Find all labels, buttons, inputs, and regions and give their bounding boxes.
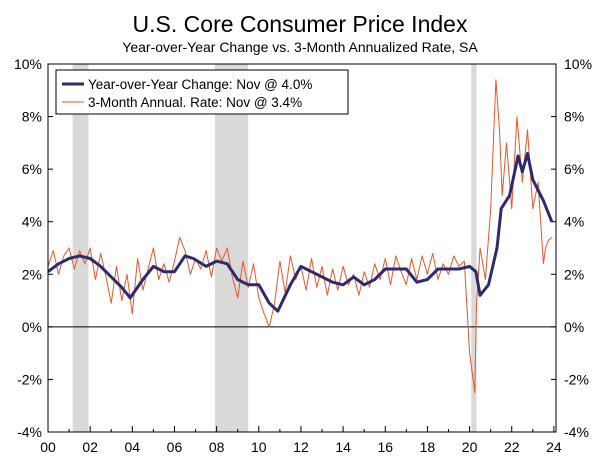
x-tick-label-10: 10 xyxy=(251,439,267,455)
y-tick-label-right-0: -4% xyxy=(564,424,589,440)
y-tick-label-left-0: -4% xyxy=(17,424,42,440)
x-tick-label-12: 12 xyxy=(293,439,309,455)
y-tick-label-left-7: 10% xyxy=(14,56,42,72)
x-tick-label-22: 22 xyxy=(504,439,520,455)
plot-area-frame xyxy=(47,63,557,433)
chart-title: U.S. Core Consumer Price Index xyxy=(133,11,468,37)
y-tick-label-left-2: 0% xyxy=(22,319,42,335)
x-tick-label-08: 08 xyxy=(209,439,225,455)
x-tick-label-02: 02 xyxy=(82,439,98,455)
x-tick-label-20: 20 xyxy=(462,439,478,455)
y-tick-label-left-5: 6% xyxy=(22,161,42,177)
legend-label-yoy: Year-over-Year Change: Nov @ 4.0% xyxy=(88,77,312,92)
series-lines xyxy=(47,79,554,394)
y-tick-label-right-7: 10% xyxy=(564,56,592,72)
y-tick-label-right-3: 2% xyxy=(564,266,584,282)
y-ticks-right: -4% -2% 0% 2% 4% 6% 8% 10% xyxy=(551,56,592,440)
x-tick-label-18: 18 xyxy=(420,439,436,455)
x-tick-label-04: 04 xyxy=(125,439,141,455)
x-tick-label-24: 24 xyxy=(546,439,562,455)
x-tick-label-16: 16 xyxy=(377,439,393,455)
recession-band-0 xyxy=(72,64,89,432)
y-tick-label-left-6: 8% xyxy=(22,109,42,125)
recession-band-1 xyxy=(214,64,249,432)
y-tick-label-right-2: 0% xyxy=(564,319,584,335)
legend: Year-over-Year Change: Nov @ 4.0% 3-Mont… xyxy=(55,69,349,115)
legend-box xyxy=(55,69,349,115)
legend-label-3month: 3-Month Annual. Rate: Nov @ 3.4% xyxy=(88,95,302,110)
y-tick-label-right-6: 8% xyxy=(564,109,584,125)
x-tick-label-06: 06 xyxy=(167,439,183,455)
x-tick-label-14: 14 xyxy=(335,439,351,455)
y-tick-label-right-1: -2% xyxy=(564,371,589,387)
x-ticks: 00 02 04 06 08 10 12 14 16 18 20 22 24 xyxy=(40,426,562,455)
y-tick-label-right-5: 6% xyxy=(564,161,584,177)
recession-bands xyxy=(72,64,477,432)
chart-subtitle: Year-over-Year Change vs. 3-Month Annual… xyxy=(122,39,478,55)
recession-band-2 xyxy=(471,64,477,432)
series-line-yoy xyxy=(47,151,554,313)
x-tick-label-00: 00 xyxy=(40,439,56,455)
y-tick-label-left-4: 4% xyxy=(22,214,42,230)
y-tick-label-right-4: 4% xyxy=(564,214,584,230)
y-tick-label-left-3: 2% xyxy=(22,266,42,282)
y-ticks-left: -4% -2% 0% 2% 4% 6% 8% 10% xyxy=(14,56,53,440)
y-tick-label-left-1: -2% xyxy=(17,371,42,387)
